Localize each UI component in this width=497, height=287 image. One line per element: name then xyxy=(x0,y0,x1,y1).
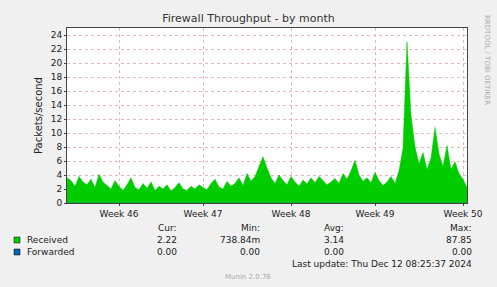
svg-text:22: 22 xyxy=(51,44,62,54)
svg-text:Max:: Max: xyxy=(450,223,472,233)
svg-text:Received: Received xyxy=(27,235,68,245)
svg-text:2.22: 2.22 xyxy=(157,235,177,245)
svg-text:Week 46: Week 46 xyxy=(100,209,139,219)
svg-text:16: 16 xyxy=(51,86,63,96)
svg-text:12: 12 xyxy=(51,114,62,124)
svg-text:Week 47: Week 47 xyxy=(184,209,223,219)
svg-text:2: 2 xyxy=(56,184,62,194)
svg-text:Week 49: Week 49 xyxy=(356,209,395,219)
svg-text:0.00: 0.00 xyxy=(324,247,344,257)
svg-text:87.85: 87.85 xyxy=(446,235,472,245)
svg-text:Forwarded: Forwarded xyxy=(27,247,74,257)
svg-text:Last update: Thu Dec 12 08:25:: Last update: Thu Dec 12 08:25:37 2024 xyxy=(292,259,472,269)
svg-text:18: 18 xyxy=(51,72,63,82)
svg-text:8: 8 xyxy=(56,142,62,152)
svg-text:Week 48: Week 48 xyxy=(272,209,311,219)
svg-text:20: 20 xyxy=(51,58,63,68)
svg-text:0.00: 0.00 xyxy=(452,247,472,257)
svg-text:6: 6 xyxy=(56,156,62,166)
svg-text:Cur:: Cur: xyxy=(158,223,177,233)
svg-text:10: 10 xyxy=(51,128,63,138)
svg-text:0: 0 xyxy=(56,198,62,208)
svg-text:Week 50: Week 50 xyxy=(444,209,483,219)
svg-text:Firewall Throughput - by month: Firewall Throughput - by month xyxy=(162,12,335,25)
svg-text:Packets/second: Packets/second xyxy=(33,77,44,154)
svg-text:0.00: 0.00 xyxy=(157,247,177,257)
svg-text:14: 14 xyxy=(51,100,63,110)
svg-text:24: 24 xyxy=(51,30,63,40)
svg-text:Munin 2.0.76: Munin 2.0.76 xyxy=(225,273,271,281)
svg-text:Avg:: Avg: xyxy=(324,223,344,233)
svg-text:738.84m: 738.84m xyxy=(220,235,260,245)
svg-text:4: 4 xyxy=(56,170,62,180)
svg-text:0.00: 0.00 xyxy=(240,247,260,257)
svg-text:RRDTOOL / TOBI OETIKER: RRDTOOL / TOBI OETIKER xyxy=(483,15,491,105)
svg-text:3.14: 3.14 xyxy=(324,235,344,245)
svg-text:Min:: Min: xyxy=(241,223,260,233)
